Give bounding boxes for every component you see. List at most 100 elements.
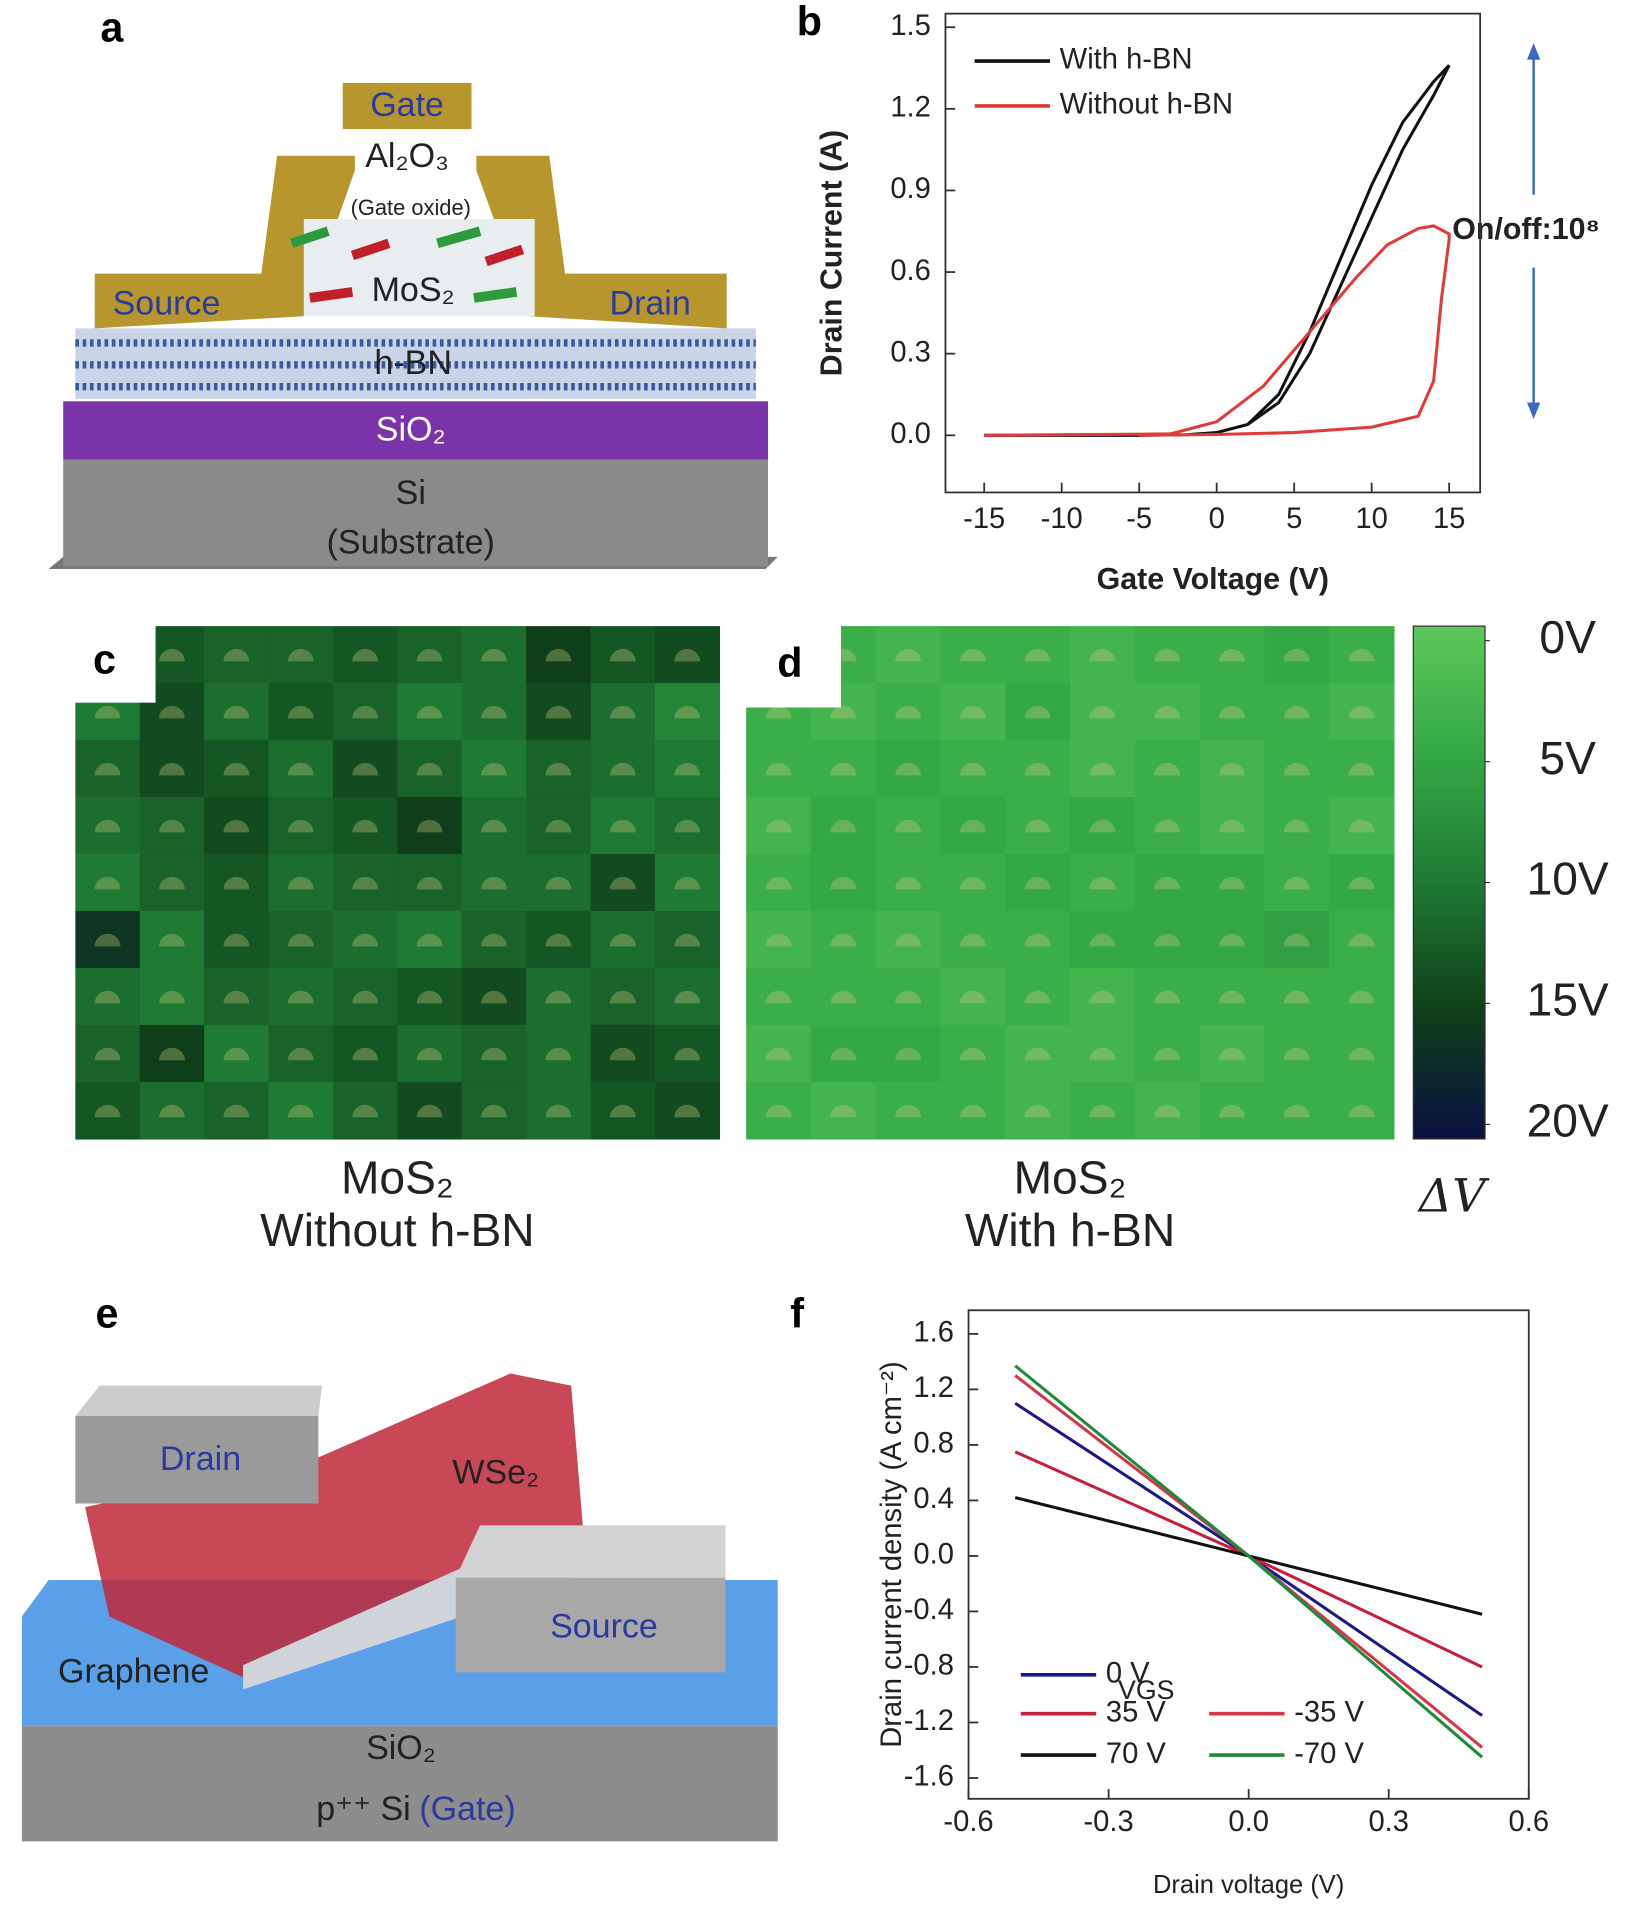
cell-dot <box>94 705 121 719</box>
heatmap-cell <box>461 1024 527 1083</box>
heatmap-cell <box>139 911 205 969</box>
heatmap-cell <box>655 740 721 798</box>
heatmap-cell <box>268 1024 334 1083</box>
cell-dot <box>94 1047 121 1061</box>
heatmap-cell <box>875 911 942 969</box>
cell-dot <box>416 1104 443 1118</box>
heatmap-cell <box>204 1081 270 1140</box>
cell-dot <box>959 1104 986 1118</box>
cell-dot <box>1283 1047 1310 1061</box>
heatmap-cell <box>397 626 463 684</box>
cell-dot <box>1024 762 1051 776</box>
cell-dot <box>416 705 443 719</box>
heatmap-cell <box>526 911 592 969</box>
cell-dot <box>545 1047 572 1061</box>
y-tick-label: 0.3 <box>890 336 931 368</box>
heatmap-cell <box>397 911 463 969</box>
heatmap-cell <box>204 911 270 969</box>
heatmap-cell <box>1199 626 1265 684</box>
cell-dot <box>352 762 379 776</box>
cell-dot <box>1024 819 1051 833</box>
cell-dot <box>609 1104 636 1118</box>
cell-dot <box>1154 1047 1181 1061</box>
cell-dot <box>830 1047 857 1061</box>
x-tick-label: 5 <box>1286 503 1302 535</box>
heatmap-cell <box>1005 911 1071 969</box>
heatmap-cell <box>204 854 270 912</box>
cell-dot <box>1348 705 1375 719</box>
cell-dot <box>830 762 857 776</box>
heatmap-cell <box>875 1081 942 1140</box>
panel-label: f <box>790 1290 804 1336</box>
cell-dot <box>545 819 572 833</box>
heatmap-cell <box>526 1024 592 1083</box>
heatmap-cell <box>1005 797 1071 855</box>
heatmap-cell <box>875 797 942 855</box>
cell-dot <box>94 990 121 1004</box>
cell-dot <box>223 1104 250 1118</box>
heatmap-cell <box>75 911 141 969</box>
heatmap-cell <box>810 967 877 1026</box>
heatmap-cell <box>940 626 1006 684</box>
gate-note-e: (Gate) <box>419 1790 515 1828</box>
heatmap-cell <box>397 797 463 855</box>
cell-dot <box>765 1047 792 1061</box>
x-tick-label: 0 <box>1209 503 1225 535</box>
heatmap-cell <box>1199 911 1265 969</box>
colorbar <box>1412 625 1486 1140</box>
x-tick-label: 10 <box>1355 503 1387 535</box>
heatmap-cell <box>332 683 398 741</box>
heatmap-cell <box>1329 967 1395 1026</box>
heatmap-cell <box>204 797 270 855</box>
heatmap-cell <box>655 967 721 1026</box>
heatmap-cell <box>746 967 812 1026</box>
heatmap-cell <box>590 797 656 855</box>
dielectric-label: h-BN <box>374 344 452 382</box>
heatmap-cell <box>655 1024 721 1083</box>
cell-dot <box>609 648 636 662</box>
heatmap-cell <box>461 911 527 969</box>
cell-dot <box>416 933 443 947</box>
cell-dot <box>1024 876 1051 890</box>
panel-label: b <box>797 0 822 44</box>
heatmap-cell <box>1264 1081 1330 1140</box>
cell-dot <box>159 1047 185 1061</box>
annotation: On/off:10⁸ <box>1452 212 1600 246</box>
cell-dot <box>287 876 314 890</box>
cell-dot <box>1348 819 1375 833</box>
y-tick-label: 1.5 <box>890 10 931 42</box>
cell-dot <box>895 876 922 890</box>
heatmap-cell <box>1199 967 1265 1026</box>
cell-dot <box>94 876 121 890</box>
cell-dot <box>1154 1104 1181 1118</box>
cell-dot <box>287 705 314 719</box>
heatmap-cell <box>940 911 1006 969</box>
cell-dot <box>287 648 314 662</box>
cell-dot <box>1154 819 1181 833</box>
cell-dot <box>159 876 185 890</box>
heatmap-cell <box>746 1024 812 1083</box>
heatmap-cell <box>1199 854 1265 912</box>
heatmap-cell <box>461 683 527 741</box>
cell-dot <box>545 933 572 947</box>
cell-dot <box>159 705 185 719</box>
heatmap-cell <box>940 1081 1006 1140</box>
heatmap-cell <box>1070 683 1136 741</box>
source-label: Source <box>113 284 221 322</box>
oxide-note: (Gate oxide) <box>351 195 471 220</box>
cell-dot <box>609 990 636 1004</box>
heatmap-cell <box>1070 626 1136 684</box>
legend-label: With h-BN <box>1060 44 1193 76</box>
series-line <box>984 224 1451 437</box>
heatmap-cell <box>655 683 721 741</box>
cell-dot <box>223 1047 250 1061</box>
heatmap-cell <box>1264 967 1330 1026</box>
cell-dot <box>1283 648 1310 662</box>
cell-dot <box>765 990 792 1004</box>
heatmap-cell <box>1005 626 1071 684</box>
cell-dot <box>287 990 314 1004</box>
heatmap-cell <box>1134 797 1201 855</box>
heatmap-cell <box>875 967 942 1026</box>
x-tick-label: 0.3 <box>1368 1806 1409 1838</box>
series-line <box>984 64 1451 437</box>
